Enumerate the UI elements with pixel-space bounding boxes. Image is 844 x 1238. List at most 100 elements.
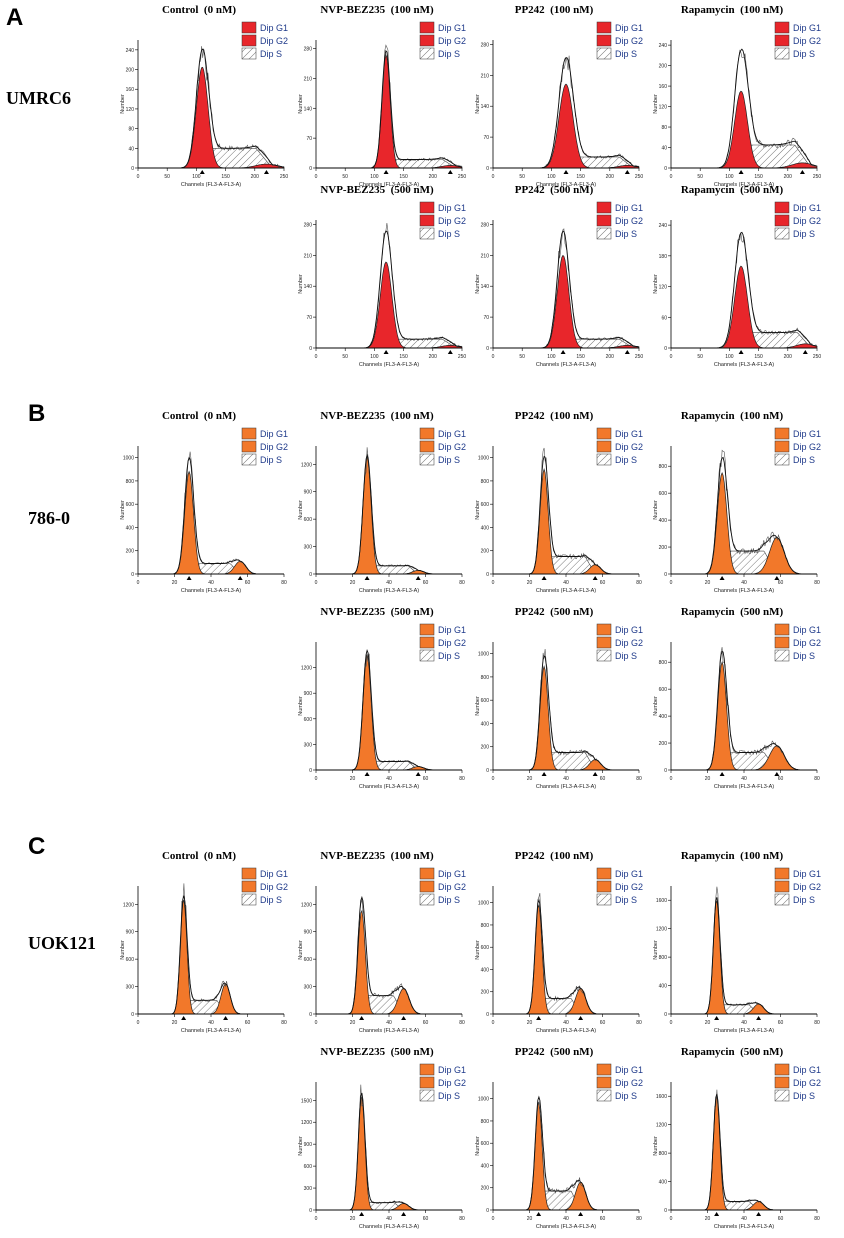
x-tick-label: 250: [635, 354, 644, 360]
legend-dip-g2-swatch: [774, 1076, 790, 1089]
x-tick-label: 0: [670, 1020, 673, 1026]
legend-dip-s-swatch: [596, 893, 612, 906]
x-axis-label: Channels (FL3-A-FL3-A): [181, 588, 241, 594]
y-tick-label: 900: [126, 930, 135, 936]
legend-dip-s: Dip S: [793, 895, 815, 905]
y-tick-label: 240: [126, 48, 135, 54]
legend-dip-g2-swatch: [596, 34, 612, 47]
y-tick-label: 160: [126, 87, 135, 93]
y-tick-label: 600: [481, 502, 490, 508]
y-tick-label: 210: [304, 253, 313, 259]
y-axis-label: Number: [298, 500, 304, 520]
dip-s-area: [493, 1190, 639, 1211]
peak-marker: [536, 1212, 542, 1216]
legend-dip-g1: Dip G1: [438, 625, 466, 635]
x-tick-label: 40: [208, 580, 214, 586]
y-tick-label: 0: [664, 166, 667, 172]
y-tick-label: 600: [304, 717, 313, 723]
legend-dip-s-swatch: [241, 453, 257, 466]
x-tick-label: 200: [784, 354, 793, 360]
x-tick-label: 40: [208, 1020, 214, 1026]
y-axis-label: Number: [653, 500, 659, 520]
y-axis-label: Number: [298, 940, 304, 960]
cell-line-label-786-0: 786-0: [28, 508, 70, 528]
x-tick-label: 20: [350, 1216, 356, 1222]
y-tick-label: 1200: [656, 927, 667, 933]
y-tick-label: 0: [486, 572, 489, 578]
legend-dip-s-swatch: [419, 227, 435, 240]
legend-dip-g1: Dip G1: [260, 429, 288, 439]
y-tick-label: 0: [486, 1208, 489, 1214]
peak-marker: [578, 1212, 584, 1216]
legend-dip-g2-swatch: [596, 214, 612, 227]
x-axis-label: Channels (FL3-A-FL3-A): [536, 784, 596, 790]
x-tick-label: 80: [814, 580, 820, 586]
peak-marker: [401, 1016, 407, 1020]
y-tick-label: 0: [131, 1012, 134, 1018]
peak-marker: [592, 576, 598, 580]
x-tick-label: 20: [527, 1216, 533, 1222]
peak-marker: [541, 576, 547, 580]
x-tick-label: 50: [519, 354, 525, 360]
legend-dip-g2: Dip G2: [438, 882, 466, 892]
legend-dip-s: Dip S: [615, 1091, 637, 1101]
x-tick-label: 150: [576, 174, 585, 180]
y-axis-label: Number: [653, 94, 659, 114]
legend-dip-s-swatch: [774, 1089, 790, 1102]
peak-marker: [364, 576, 370, 580]
panel-letter-b: B: [28, 400, 46, 427]
legend-dip-g1-swatch: [774, 1063, 790, 1076]
x-tick-label: 20: [705, 1216, 711, 1222]
y-tick-label: 800: [659, 464, 668, 470]
x-tick-label: 0: [137, 174, 140, 180]
x-tick-label: 80: [636, 580, 642, 586]
y-tick-label: 200: [126, 549, 135, 555]
x-tick-label: 0: [492, 1020, 495, 1026]
y-tick-label: 600: [481, 1141, 490, 1147]
legend-dip-g1-swatch: [596, 427, 612, 440]
x-tick-label: 20: [172, 580, 178, 586]
legend-dip-s: Dip S: [793, 651, 815, 661]
y-tick-label: 0: [486, 346, 489, 352]
y-tick-label: 280: [481, 222, 490, 228]
peak-marker: [415, 576, 421, 580]
legend-dip-g2-swatch: [774, 34, 790, 47]
legend-dip-s-swatch: [774, 47, 790, 60]
x-axis-label: Channels (FL3-A-FL3-A): [714, 182, 774, 188]
legend-dip-g2-swatch: [774, 214, 790, 227]
y-tick-label: 0: [664, 1012, 667, 1018]
dip-g1-peak: [671, 1096, 817, 1211]
x-tick-label: 50: [342, 174, 348, 180]
legend-dip-g1-swatch: [419, 1063, 435, 1076]
y-tick-label: 300: [304, 985, 313, 991]
dip-s-area: [671, 752, 817, 771]
x-tick-label: 0: [670, 174, 673, 180]
plot-title: Rapamycin (100 nM): [680, 4, 784, 16]
y-tick-label: 300: [304, 545, 313, 551]
cell-line-label-umrc6: UMRC6: [6, 88, 71, 108]
legend-dip-g2-swatch: [419, 1076, 435, 1089]
y-axis-label: Number: [298, 696, 304, 716]
y-tick-label: 900: [304, 691, 313, 697]
legend-dip-g2: Dip G2: [793, 442, 821, 452]
peak-marker: [592, 772, 598, 776]
x-tick-label: 50: [519, 174, 525, 180]
x-axis-label: Channels (FL3-A-FL3-A): [714, 1028, 774, 1034]
cell-cycle-histogram-a-1: 0 50 100 150 200 250 0 70 140 210 280 Channels (FL3…: [298, 21, 466, 188]
y-tick-label: 300: [304, 1186, 313, 1192]
cell-cycle-histogram-c-1: 0 20 40 60 80 0 300 600 900 1200 Channels (FL3-A-F…: [298, 867, 466, 1034]
x-tick-label: 20: [527, 1020, 533, 1026]
y-tick-label: 200: [481, 745, 490, 751]
x-tick-label: 0: [137, 1020, 140, 1026]
plot-title: NVP-BEZ235 (500 nM): [320, 606, 434, 618]
x-axis-label: Channels (FL3-A-FL3-A): [359, 182, 419, 188]
x-tick-label: 200: [606, 354, 615, 360]
y-tick-label: 800: [126, 479, 135, 485]
y-axis-label: Number: [653, 940, 659, 960]
x-tick-label: 0: [315, 1216, 318, 1222]
y-tick-label: 210: [481, 253, 490, 259]
x-axis-label: Channels (FL3-A-FL3-A): [536, 182, 596, 188]
plot-title: Rapamycin (500 nM): [680, 606, 784, 618]
dip-s-area: [493, 556, 639, 575]
